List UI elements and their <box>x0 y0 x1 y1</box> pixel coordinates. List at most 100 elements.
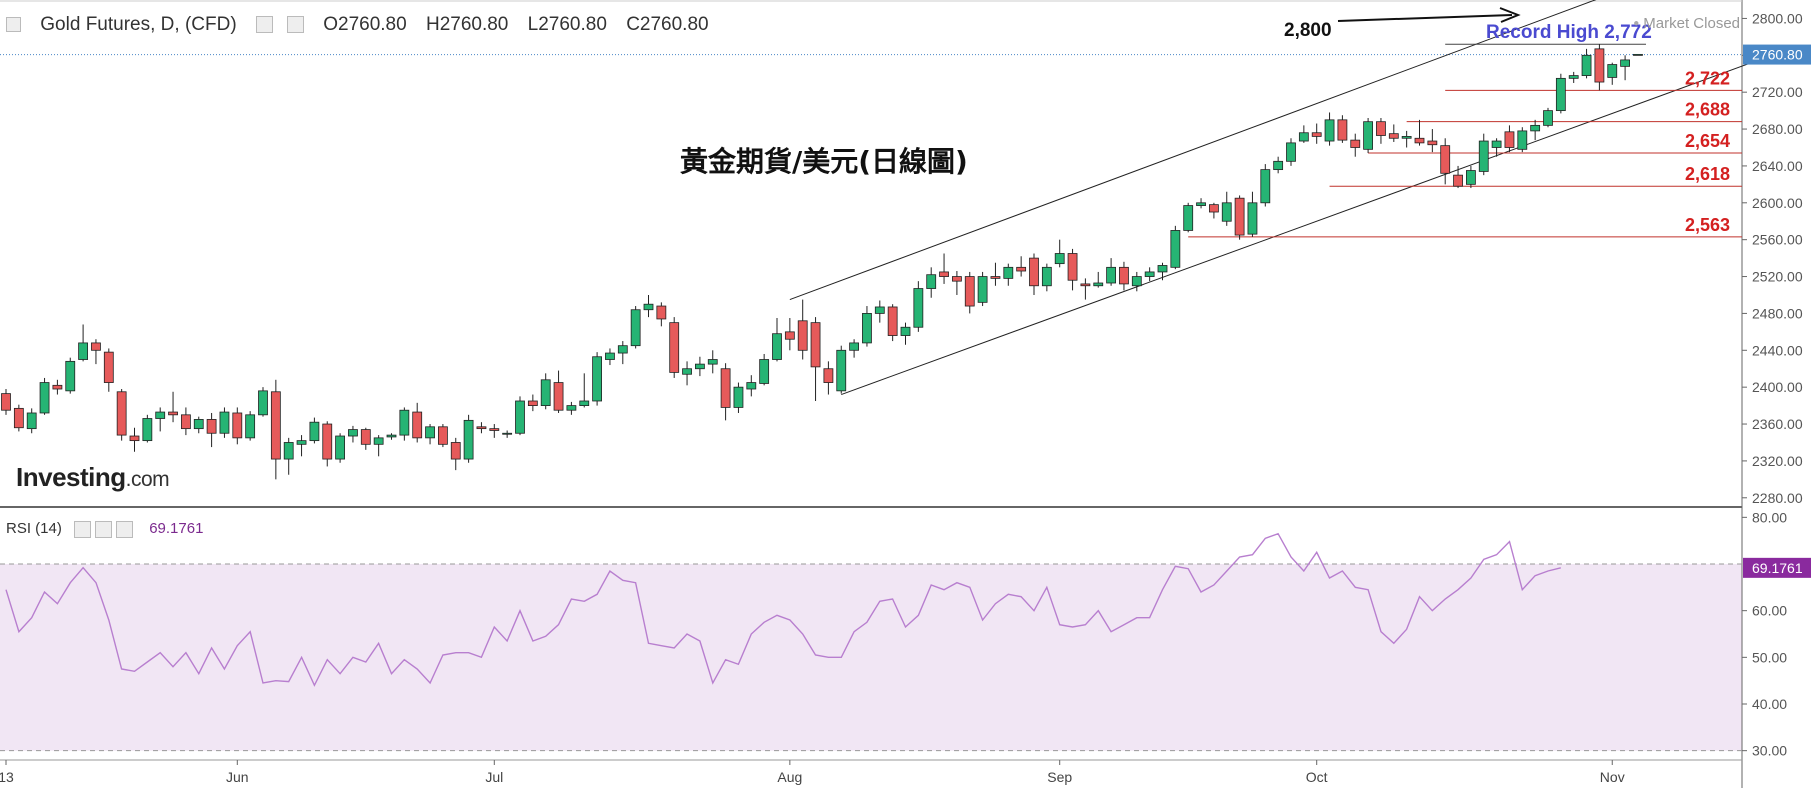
candle-body <box>1003 266 1014 279</box>
candle-body <box>1029 257 1039 287</box>
candle-body <box>1041 266 1052 287</box>
candle-body <box>26 412 37 430</box>
candle-body <box>1170 230 1181 268</box>
candle-body <box>990 276 1001 279</box>
rsi-header: RSI (14) 69.1761 <box>6 520 203 538</box>
candle-body <box>617 345 628 354</box>
candle-body <box>1388 133 1399 139</box>
candle-body <box>515 400 525 434</box>
candle-body <box>1286 142 1296 162</box>
candle-body <box>1131 276 1142 287</box>
candle-body <box>348 429 358 437</box>
rsi-tick-label: 60.00 <box>1752 603 1787 619</box>
chart-title: 黃金期貨/美元(日線圖) <box>680 145 968 178</box>
candle-body <box>566 405 577 411</box>
last-price-tag-label: 2760.80 <box>1752 47 1803 63</box>
candle-body <box>592 356 602 402</box>
candle-body <box>1491 140 1502 148</box>
candle-body <box>527 400 538 406</box>
eye-icon[interactable] <box>255 16 273 34</box>
candle-body <box>91 342 101 351</box>
candle-body <box>836 349 847 392</box>
candle-body <box>180 414 191 430</box>
rsi-band <box>0 564 1742 751</box>
candle-body <box>964 276 975 307</box>
candle-body <box>926 274 937 289</box>
rsi-value: 69.1761 <box>149 520 204 537</box>
chart-header: Gold Futures, D, (CFD) O2760.80 H2760.80… <box>6 14 723 36</box>
rsi-tick-label: 80.00 <box>1752 509 1787 525</box>
candle-body <box>129 435 140 442</box>
candle-body <box>682 368 692 375</box>
candle-body <box>1337 119 1348 141</box>
gear-icon[interactable] <box>95 520 113 538</box>
candle-body <box>1080 283 1091 287</box>
target-label: 2,800 <box>1284 20 1332 41</box>
gear-icon[interactable] <box>286 16 304 34</box>
candle-body <box>1581 54 1592 76</box>
candle-body <box>193 419 204 430</box>
ohlc-low: L2760.80 <box>527 14 607 35</box>
candle-body <box>1119 266 1129 285</box>
candle-body <box>206 419 217 434</box>
candle-body <box>1144 271 1155 277</box>
rsi-label[interactable]: RSI (14) <box>6 520 62 537</box>
logo-suffix: .com <box>125 468 170 491</box>
candle-body <box>13 407 24 429</box>
candle-body <box>103 351 114 383</box>
candle-body <box>862 313 872 344</box>
candle-body <box>1196 202 1206 206</box>
candle-body <box>1555 77 1566 112</box>
time-tick-label: Oct <box>1306 769 1328 785</box>
candle-body <box>952 276 962 282</box>
candle-body <box>322 423 333 460</box>
candle-body <box>630 309 641 347</box>
candle-body <box>1478 140 1489 172</box>
candle-body <box>540 379 551 407</box>
candle-body <box>1 393 11 411</box>
candle-body <box>746 382 757 390</box>
time-tick-label: 13 <box>0 769 14 785</box>
time-tick-label: Aug <box>777 769 802 785</box>
time-tick-label: Nov <box>1600 769 1625 785</box>
candle-body <box>939 271 949 277</box>
symbol-name[interactable]: Gold Futures, D, (CFD) <box>40 14 237 35</box>
candle-body <box>669 322 680 373</box>
support-label: 2,618 <box>1685 164 1730 184</box>
ohlc-high: H2760.80 <box>425 14 509 35</box>
price-tick-label: 2440.00 <box>1752 342 1803 358</box>
price-tick-label: 2600.00 <box>1752 195 1803 211</box>
rsi-tick-label: 30.00 <box>1752 743 1787 759</box>
candle-body <box>1273 160 1284 171</box>
candle-body <box>219 411 230 434</box>
candle-body <box>78 342 88 360</box>
candle-body <box>1350 139 1361 148</box>
candle-body <box>65 360 76 392</box>
candle-body <box>810 322 821 368</box>
candle-body <box>296 440 307 445</box>
candle-body <box>1106 266 1116 284</box>
candle-body <box>797 320 808 351</box>
candle-body <box>849 342 859 351</box>
channel-line-lower <box>841 52 1780 396</box>
ohlc-open: O2760.80 <box>323 14 407 35</box>
candle-body <box>695 363 705 370</box>
candle-body <box>579 400 590 406</box>
candle-body <box>1183 205 1194 231</box>
candle-body <box>1466 170 1476 185</box>
candle-body <box>142 418 153 442</box>
candle-body <box>1401 136 1412 139</box>
close-icon[interactable] <box>116 520 134 538</box>
candle-body <box>1607 64 1618 78</box>
candle-body <box>759 359 770 384</box>
rsi-value-tag-bg <box>1743 557 1811 578</box>
eye-icon[interactable] <box>74 520 92 538</box>
candle-body <box>1234 197 1245 236</box>
candle-body <box>386 434 397 438</box>
rsi-value-tag-label: 69.1761 <box>1752 560 1803 576</box>
candle-body <box>360 429 371 445</box>
candle-body <box>168 411 178 416</box>
collapse-icon[interactable] <box>6 17 21 33</box>
candle-body <box>913 288 924 328</box>
